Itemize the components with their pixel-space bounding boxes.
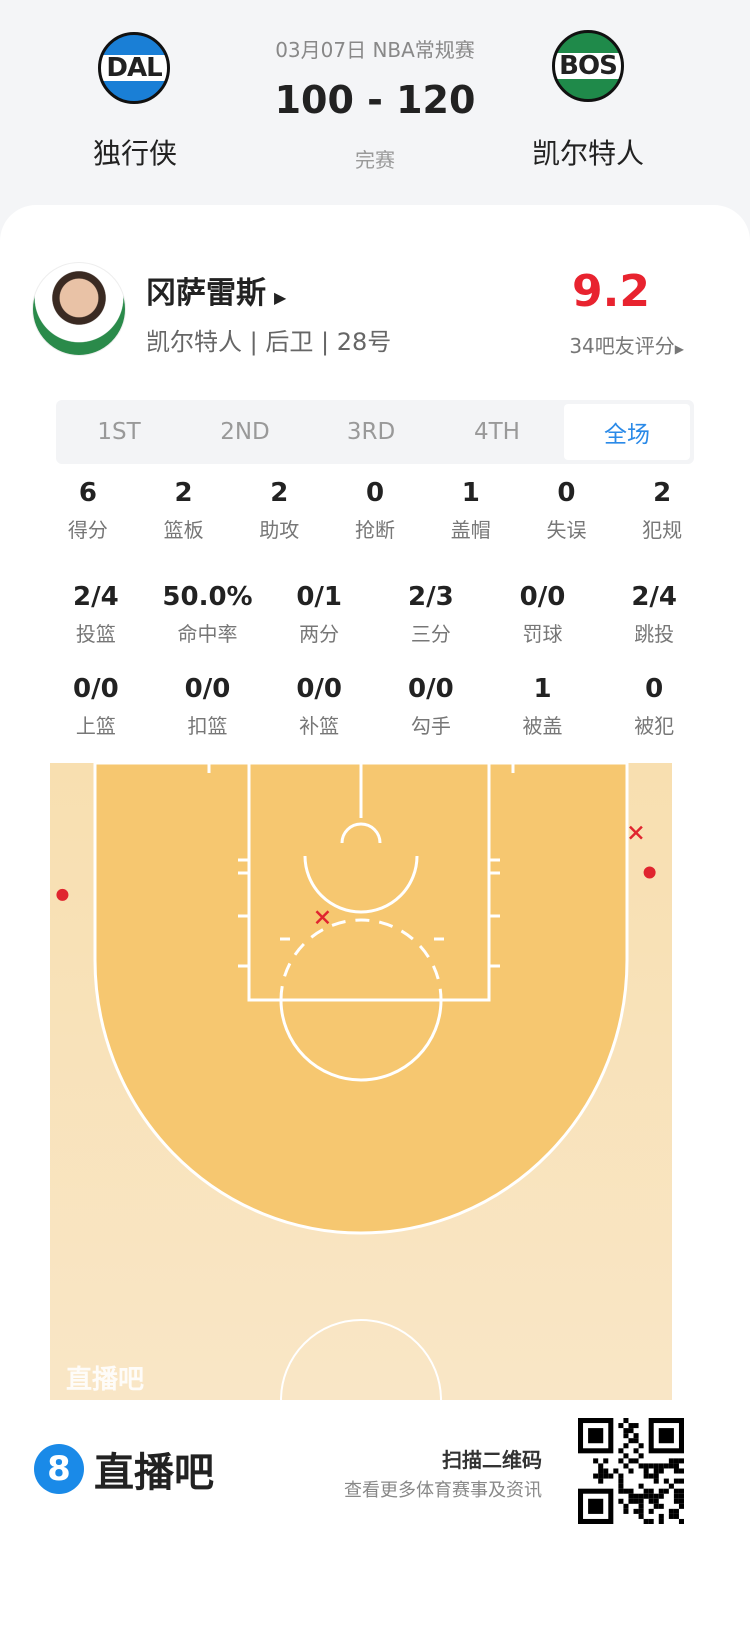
player-avatar[interactable] xyxy=(32,262,126,356)
stat-item: 2/4 跳投 xyxy=(598,582,710,647)
stat-item: 0/0 补篮 xyxy=(263,674,375,739)
stat-label: 被犯 xyxy=(634,714,675,738)
stat-value: 1 xyxy=(461,478,480,508)
stat-item: 0/0 勾手 xyxy=(375,674,487,739)
stat-item: 6 得分 xyxy=(40,478,136,543)
home-team-name[interactable]: 独行侠 xyxy=(92,137,177,170)
caret-right-icon: ▶ xyxy=(274,288,287,307)
score: 100 - 120 xyxy=(274,78,476,122)
bos-logo[interactable]: BOS xyxy=(552,30,624,102)
stat-label: 扣篮 xyxy=(187,714,228,738)
stat-value: 1 xyxy=(533,674,552,704)
stat-value: 2/4 xyxy=(631,582,678,612)
rim xyxy=(340,822,382,844)
stat-label: 罚球 xyxy=(522,622,563,646)
stat-label: 助攻 xyxy=(259,518,300,542)
stat-value: 50.0% xyxy=(162,582,253,612)
stat-item: 2/3 三分 xyxy=(375,582,487,647)
stat-value: 0/0 xyxy=(72,674,119,704)
stat-value: 0/1 xyxy=(296,582,343,612)
stats-row: 2/4 投篮 50.0% 命中率 0/1 两分 2/3 三分 0/0 罚球 2/4 跳投 xyxy=(40,582,710,647)
stat-label: 抢断 xyxy=(355,518,396,542)
tab-1st[interactable]: 1ST xyxy=(97,419,141,445)
stat-item: 0/0 扣篮 xyxy=(152,674,264,739)
shot-chart: 直播吧 xyxy=(50,763,672,1400)
rating-link[interactable]: 34吧友评分▶ xyxy=(569,334,684,358)
stat-value: 6 xyxy=(78,478,97,508)
tab-4th[interactable]: 4TH xyxy=(474,419,520,445)
stat-label: 篮板 xyxy=(163,518,204,542)
stat-item: 2 篮板 xyxy=(136,478,232,543)
tab-3rd[interactable]: 3RD xyxy=(346,419,396,445)
away-team-name[interactable]: 凯尔特人 xyxy=(531,137,644,170)
stats-row: 0/0 上篮 0/0 扣篮 0/0 补篮 0/0 勾手 1 被盖 0 被犯 xyxy=(40,674,710,739)
dal-logo[interactable]: DAL xyxy=(98,32,170,104)
brand-name: 直播吧 xyxy=(94,1450,214,1496)
missed-shot xyxy=(315,910,330,925)
stat-item: 2/4 投篮 xyxy=(40,582,152,647)
scan-label: 扫描二维码 xyxy=(442,1448,542,1472)
more-label: 查看更多体育赛事及资讯 xyxy=(344,1480,542,1501)
period-tabs: 1ST 2ND 3RD 4TH 全场 xyxy=(56,400,694,464)
stat-item: 0 抢断 xyxy=(327,478,423,543)
stat-value: 0/0 xyxy=(519,582,566,612)
stat-label: 勾手 xyxy=(410,714,451,738)
game-info: 03月07日 NBA常规赛 xyxy=(275,38,475,62)
stat-item: 50.0% 命中率 xyxy=(152,582,264,647)
tab-2nd[interactable]: 2ND xyxy=(220,419,270,445)
stat-label: 失误 xyxy=(546,518,587,542)
game-status: 完赛 xyxy=(355,148,395,172)
stat-item: 0 被犯 xyxy=(598,674,710,739)
stats-row: 6 得分 2 篮板 2 助攻 0 抢断 1 盖帽 0 失误 2 犯规 xyxy=(40,478,710,543)
stat-value: 2 xyxy=(270,478,289,508)
stat-item: 0/0 上篮 xyxy=(40,674,152,739)
stat-label: 得分 xyxy=(67,518,108,542)
player-name[interactable]: 冈萨雷斯 ▶ xyxy=(146,276,287,311)
stat-label: 被盖 xyxy=(522,714,563,738)
watermark: 直播吧 xyxy=(66,1365,144,1395)
stat-label: 犯规 xyxy=(642,518,683,542)
made-shot xyxy=(56,888,69,901)
made-shot xyxy=(643,866,656,879)
stat-label: 补篮 xyxy=(299,714,340,738)
stat-item: 0/0 罚球 xyxy=(487,582,599,647)
stat-value: 2 xyxy=(174,478,193,508)
caret-right-icon: ▶ xyxy=(674,342,684,356)
stat-item: 2 犯规 xyxy=(614,478,710,543)
stat-label: 两分 xyxy=(299,622,340,646)
player-meta: 凯尔特人 | 后卫 | 28号 xyxy=(146,328,392,356)
stat-value: 2 xyxy=(653,478,672,508)
stat-value: 0 xyxy=(365,478,385,508)
brand-badge-icon: 8 xyxy=(34,1444,84,1494)
qr-code xyxy=(578,1418,684,1524)
stat-label: 三分 xyxy=(410,622,451,646)
stat-label: 投篮 xyxy=(75,622,116,646)
stat-item: 2 助攻 xyxy=(231,478,327,543)
stat-item: 1 盖帽 xyxy=(423,478,519,543)
stat-label: 跳投 xyxy=(634,622,675,646)
stat-value: 2/4 xyxy=(72,582,119,612)
stat-label: 上篮 xyxy=(75,714,116,738)
missed-shot xyxy=(629,825,643,840)
stat-value: 0 xyxy=(557,478,576,508)
stat-value: 0/0 xyxy=(408,674,454,704)
player-rating: 9.2 xyxy=(572,266,650,317)
stat-value: 2/3 xyxy=(408,582,454,612)
stat-label: 盖帽 xyxy=(450,518,491,542)
stat-value: 0/0 xyxy=(296,674,343,704)
stat-value: 0/0 xyxy=(184,674,231,704)
stat-item: 1 被盖 xyxy=(487,674,599,739)
three-point-area xyxy=(93,763,629,1235)
stat-label: 命中率 xyxy=(177,622,238,646)
paint xyxy=(247,763,491,1002)
stat-item: 0/1 两分 xyxy=(263,582,375,647)
stat-item: 0 失误 xyxy=(519,478,615,543)
tab-全场[interactable]: 全场 xyxy=(564,404,690,460)
stat-value: 0 xyxy=(645,674,664,704)
